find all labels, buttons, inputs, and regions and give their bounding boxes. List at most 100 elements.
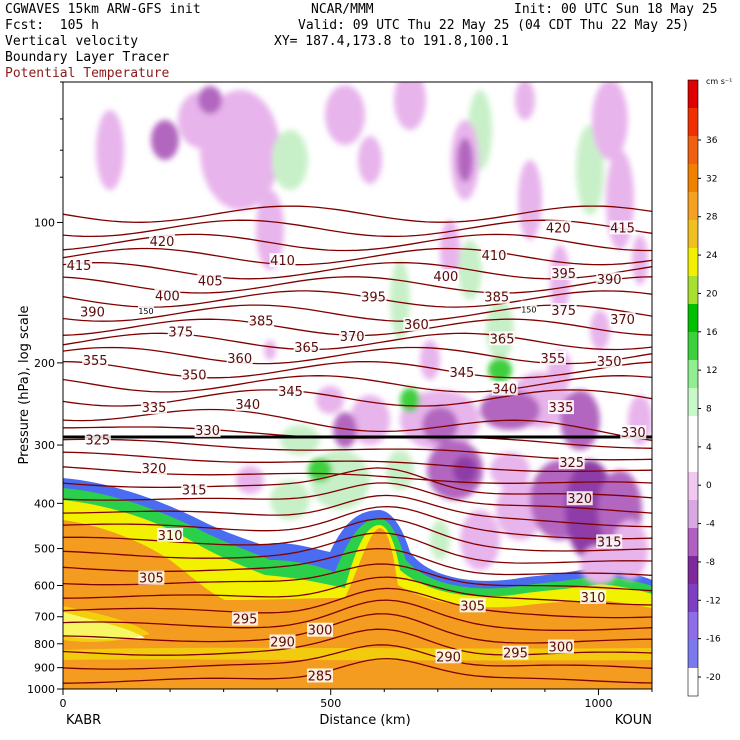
theta-label: 325 [85,433,110,448]
theta-label: 370 [340,330,365,345]
theta-label: 410 [482,249,507,264]
colorbar-frame [687,79,699,697]
colorbar-swatch [688,332,698,361]
org-label: NCAR/MMM [311,2,374,17]
x-end-label-left: KABR [66,713,101,728]
colorbar-level-label: 28 [706,213,718,223]
theta-contour [63,644,652,670]
x-end-label-right: KOUN [615,713,652,728]
theta-label: 390 [80,306,105,321]
theta-label: 295 [233,613,258,628]
theta-label: 355 [83,354,108,369]
theta-label-bg [489,331,516,346]
theta-label-bg [307,668,334,683]
theta-label-bg [339,328,366,343]
colorbar-swatch [688,500,698,529]
theta-label-bg [141,461,168,476]
y-axis: 100 200 300 400 500 600 700 800 900 1000 [27,81,63,696]
theta-label-bg [138,570,165,585]
theta-label-bg [596,272,623,287]
colorbar-level-label: -12 [706,596,721,606]
theta-label-bg [181,367,208,382]
surface-band-orange [63,659,652,689]
theta-label-bg [194,423,221,438]
theta-contour [63,494,652,528]
colorbar-swatch [688,388,698,417]
theta-label-bg [84,432,111,447]
theta-label: 330 [621,426,646,441]
theta-contour [63,657,652,684]
colorbar-level-label: -16 [706,635,721,645]
theta-label-bg [248,313,275,328]
theta-label-bg [483,289,510,304]
theta-label: 305 [139,572,164,587]
forecast-hour: Fcst: 105 h [5,18,99,33]
y-tick-label: 800 [34,638,55,651]
x-axis-title: Distance (km) [319,713,410,728]
init-time: Init: 00 UTC Sun 18 May 25 [514,2,718,17]
theta-label: 300 [549,641,574,656]
theta-contour [63,205,652,223]
theta-label-bg [269,253,296,268]
theta-label: 385 [484,291,509,306]
y-axis-title: Pressure (hPa), log scale [17,306,32,465]
theta-label-bg [432,269,459,284]
field-vertical-velocity: Vertical velocity [5,34,139,49]
colorbar-swatch [688,108,698,137]
theta-label-bg [154,288,181,303]
plot-frame [62,81,653,690]
y-tick-label: 400 [34,497,55,510]
colorbar-swatch [688,668,698,697]
theta-label-bg [547,400,574,415]
model-title: CGWAVES 15km ARW-GFS init [5,2,201,17]
colorbar-swatch [688,192,698,221]
theta-contour [63,599,652,631]
colorbar-swatch [688,416,698,445]
theta-contour [63,219,652,238]
theta-label-bg [149,233,176,248]
theta-label: 400 [433,270,458,285]
theta-contour [63,451,652,473]
theta-label-bg [141,400,168,415]
theta-label-bg [491,381,518,396]
colorbar-level-label: -4 [706,520,715,530]
theta-label-bg [550,303,577,318]
theta-label: 370 [610,313,635,328]
colorbar-swatch [688,80,698,109]
y-tick-label: 200 [34,357,55,370]
y-tick-label: 900 [34,662,55,675]
theta-label-bg [620,425,647,440]
theta-contour [63,332,652,351]
theta-contour [63,247,652,266]
theta-label-bg [137,301,154,316]
theta-label: 420 [150,235,175,250]
colorbar-level-label: 16 [706,328,718,338]
field-potential-temperature: Potential Temperature [5,66,170,81]
colorbar-swatch [688,444,698,473]
theta-label-bg [435,649,462,664]
x-axis: 0 500 1000 [60,689,653,710]
theta-label-bg [181,482,208,497]
colorbar-swatch [688,360,698,389]
y-tick-label: 300 [34,439,55,452]
theta-label: 375 [168,325,193,340]
theta-label: 400 [155,289,180,304]
theta-label: 365 [490,332,515,347]
theta-label-bg [234,396,261,411]
theta-label: 315 [182,483,207,498]
theta-label: 305 [460,599,485,614]
theta-label-bg [609,312,636,327]
theta-label: 330 [195,424,220,439]
x-tick-label: 500 [320,697,341,710]
colorbar-swatch [688,556,698,585]
theta-label: 290 [270,636,295,651]
theta-contour [63,505,652,540]
theta-label: 355 [541,352,566,367]
field-boundary-layer-tracer: Boundary Layer Tracer [5,50,170,65]
theta-label: 365 [294,341,319,356]
theta-label-bg [550,266,577,281]
theta-contour [63,290,652,308]
theta-label-bg [545,220,572,235]
colorbar-swatch [688,472,698,501]
